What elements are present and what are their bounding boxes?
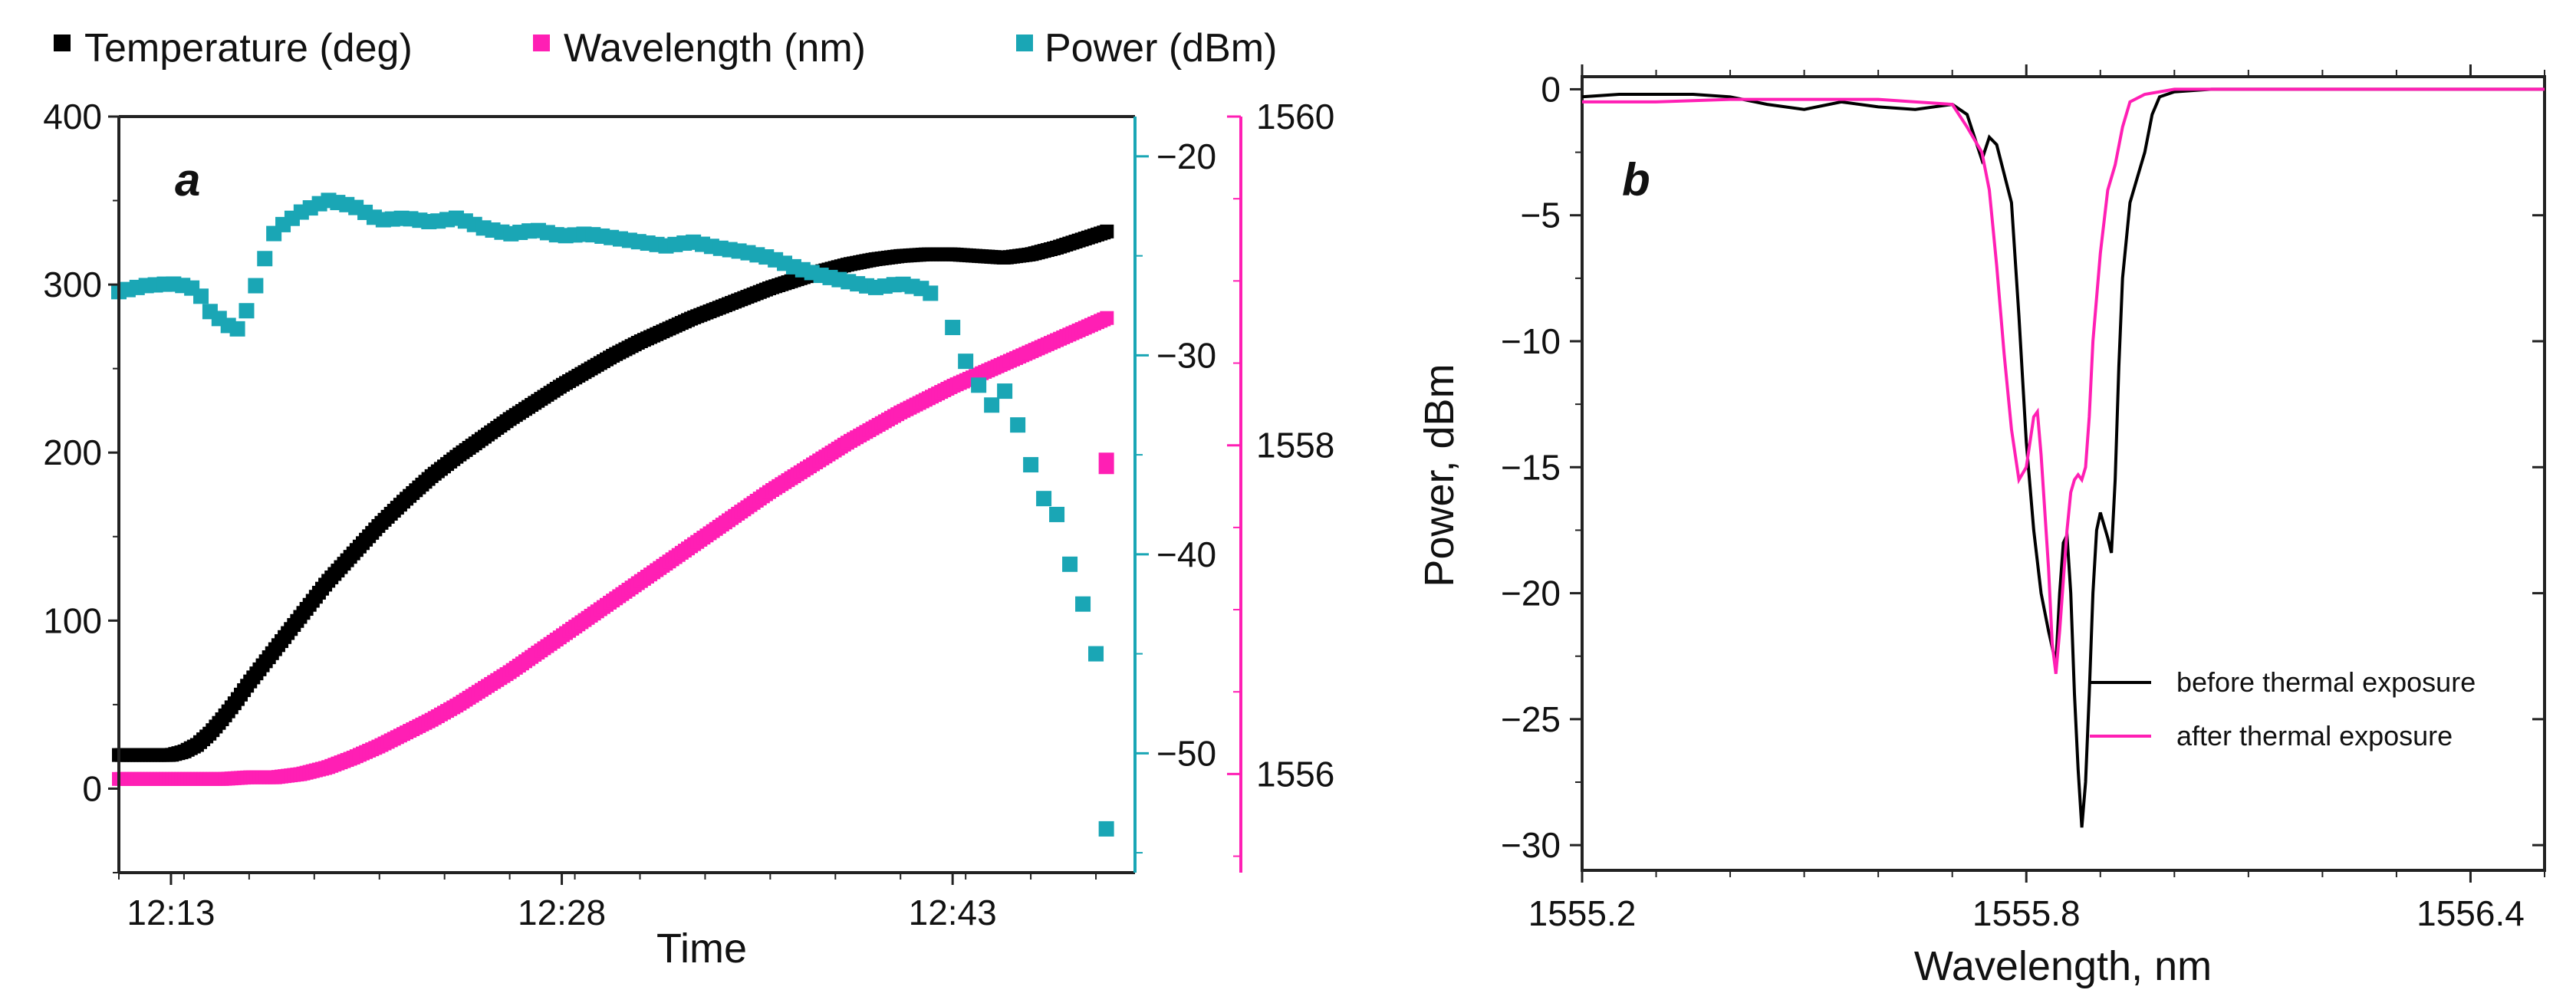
temperature-tick-label: 300 — [43, 265, 102, 304]
legend-after-label: after thermal exposure — [2176, 720, 2453, 751]
power-point — [193, 288, 209, 304]
legend-temperature-marker — [54, 35, 71, 51]
panel-a-label: a — [175, 154, 200, 206]
power-point — [1075, 596, 1091, 612]
panel-a-series-temperature — [112, 224, 1114, 762]
panel-a-series-wavelength — [112, 311, 1114, 786]
panel-a-x-axis-title: Time — [656, 926, 747, 972]
wavelength-b-tick-label: 1555.2 — [1528, 893, 1637, 933]
temperature-tick-label: 200 — [43, 432, 102, 472]
power-tick-label: −50 — [1156, 733, 1216, 773]
power-point — [1098, 820, 1114, 837]
power-point — [997, 383, 1013, 400]
panel-b-y-axis-title: Power, dBm — [1416, 363, 1462, 587]
temperature-tick-label: 400 — [43, 97, 102, 136]
legend-power-label: Power (dBm) — [1045, 26, 1277, 71]
power-b-tick-label: −5 — [1521, 196, 1561, 235]
panel-b: 0 −5 −10 −15 −20 −25 −30 1555.2 1555.8 1556.4 b W… — [1416, 64, 2546, 989]
power-b-tick-label: −30 — [1501, 825, 1561, 865]
legend-power-marker — [1016, 35, 1033, 51]
power-point — [229, 321, 245, 337]
time-tick-label: 12:28 — [518, 893, 606, 932]
power-b-tick-label: 0 — [1541, 69, 1561, 109]
power-point — [1010, 417, 1026, 433]
temperature-point — [1100, 224, 1114, 238]
legend-a: Temperature (deg) Wavelength (nm) Power … — [54, 26, 1277, 71]
power-point — [958, 354, 974, 370]
power-tick-label: −40 — [1156, 534, 1216, 574]
power-point — [923, 285, 939, 301]
power-point — [1036, 491, 1052, 507]
panel-b-x-axis-title: Wavelength, nm — [1914, 943, 2212, 989]
power-point — [945, 320, 961, 336]
power-point — [1062, 556, 1078, 572]
legend-before-label: before thermal exposure — [2176, 666, 2476, 698]
power-point — [971, 377, 987, 393]
wavelength-point — [1100, 311, 1114, 325]
power-tick-label: −30 — [1156, 335, 1216, 375]
wavelength-b-tick-label: 1556.4 — [2416, 893, 2525, 933]
panel-b-frame — [1581, 75, 2546, 872]
power-point — [1088, 646, 1104, 662]
legend-wavelength-marker — [533, 35, 550, 51]
power-point — [984, 397, 1000, 413]
wavelength-tick-label: 1556 — [1256, 754, 1334, 794]
panel-b-series-before — [1581, 87, 2545, 828]
panel-a-series-power — [111, 192, 1114, 837]
panel-b-label: b — [1622, 154, 1650, 206]
power-b-tick-label: −25 — [1501, 699, 1561, 739]
legend-temperature-label: Temperature (deg) — [84, 26, 413, 71]
panel-b-ticks: 0 −5 −10 −15 −20 −25 −30 1555.2 1555.8 1556.4 — [1501, 64, 2545, 933]
wavelength-b-tick-label: 1555.8 — [1972, 893, 2081, 933]
time-tick-label: 12:43 — [909, 893, 997, 932]
panel-b-legend: before thermal exposure after thermal ex… — [2090, 666, 2476, 751]
power-point — [239, 303, 255, 319]
power-b-tick-label: −20 — [1501, 574, 1561, 613]
panel-a: 0 100 200 300 400 12:13 12:28 12:43 −20 −30 −40 −50… — [43, 97, 1334, 972]
power-b-tick-label: −15 — [1501, 447, 1561, 487]
legend-wavelength-label: Wavelength (nm) — [564, 26, 866, 71]
panel-b-series-after — [1582, 87, 2545, 674]
temperature-tick-label: 100 — [43, 600, 102, 640]
power-point — [1023, 457, 1039, 473]
power-point — [248, 278, 264, 294]
power-b-tick-label: −10 — [1501, 321, 1561, 361]
panel-a-ticks: 0 100 200 300 400 12:13 12:28 12:43 −20 −30 −40 −50… — [43, 97, 1334, 932]
power-point — [257, 251, 273, 267]
temperature-tick-label: 0 — [82, 768, 102, 808]
wavelength-tick-label: 1560 — [1256, 97, 1334, 136]
time-tick-label: 12:13 — [127, 893, 215, 932]
wavelength-tick-label: 1558 — [1256, 426, 1334, 465]
power-tick-label: −20 — [1156, 136, 1216, 176]
wavelength-outlier-point — [1098, 452, 1114, 475]
power-point — [1049, 506, 1065, 522]
